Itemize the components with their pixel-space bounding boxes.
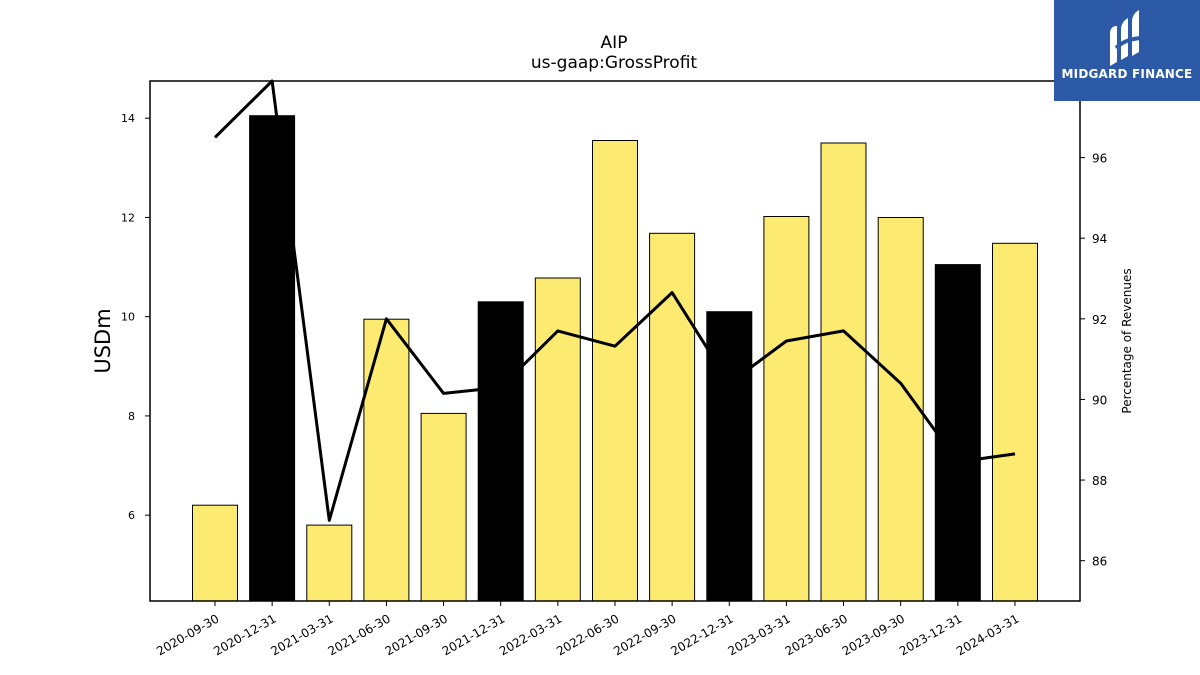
line-layer [213,79,1016,522]
y2-tick-label: 90 [1092,393,1107,407]
y2-tick-label: 88 [1092,474,1107,488]
x-tick-label: 2021-12-31 [440,611,507,658]
bar [706,311,753,602]
logo-text: MIDGARD FINANCE [1061,67,1193,81]
chart-title: AIP [601,33,628,53]
midgard-logo-icon [1110,10,1145,66]
bar [592,140,638,602]
x-tick-label: 2021-03-31 [268,611,335,658]
x-tick-label: 2022-12-31 [668,611,735,658]
x-tick-label: 2023-12-31 [897,611,964,658]
x-tick-label: 2022-09-30 [611,611,678,658]
x-tick-label: 2020-12-31 [211,611,278,658]
bar [192,504,238,602]
y-tick-label: 12 [121,211,135,224]
midgard-finance-logo: MIDGARD FINANCE [1054,0,1200,101]
x-tick-label: 2022-06-30 [554,611,621,658]
bar [534,277,581,602]
bar [763,216,810,602]
x-axis-ticks: 2020-09-302020-12-312021-03-312021-06-30… [154,601,1021,658]
bar [820,142,867,602]
x-tick-label: 2023-03-31 [725,611,792,658]
y2-tick-label: 94 [1092,232,1107,246]
y-tick-label: 6 [128,509,135,522]
bar [649,232,696,602]
y-axis-label: USDm [91,308,115,373]
bar-group [192,115,1038,602]
x-tick-label: 2022-03-31 [497,611,564,658]
x-tick-label: 2023-09-30 [840,611,907,658]
y2-tick-label: 96 [1092,152,1107,166]
bar [306,524,353,602]
bar [477,301,524,602]
x-tick-label: 2024-03-31 [954,611,1021,658]
y2-tick-label: 86 [1092,555,1107,569]
x-tick-label: 2021-09-30 [383,611,450,658]
x-tick-label: 2020-09-30 [154,611,221,658]
plot-frame [149,80,1081,602]
y-tick-label: 14 [121,112,135,125]
right-axis-ticks: 86 88 90 92 94 96 [1080,152,1107,569]
bar [934,264,981,602]
bar [992,242,1038,602]
chart-subtitle: us-gaap:GrossProfit [531,53,697,73]
bar [420,412,467,602]
series-line [213,79,1016,522]
left-axis-ticks: 6 8 10 12 14 [121,112,150,522]
y-tick-label: 10 [121,311,135,324]
bar [249,115,296,602]
x-tick-label: 2023-06-30 [783,611,850,658]
bar [877,217,924,602]
x-tick-label: 2021-06-30 [326,611,393,658]
y2-tick-label: 92 [1092,313,1107,327]
bar [363,318,410,602]
y-tick-label: 8 [128,410,135,423]
y2-axis-label: Percentage of Revenues [1120,268,1134,413]
